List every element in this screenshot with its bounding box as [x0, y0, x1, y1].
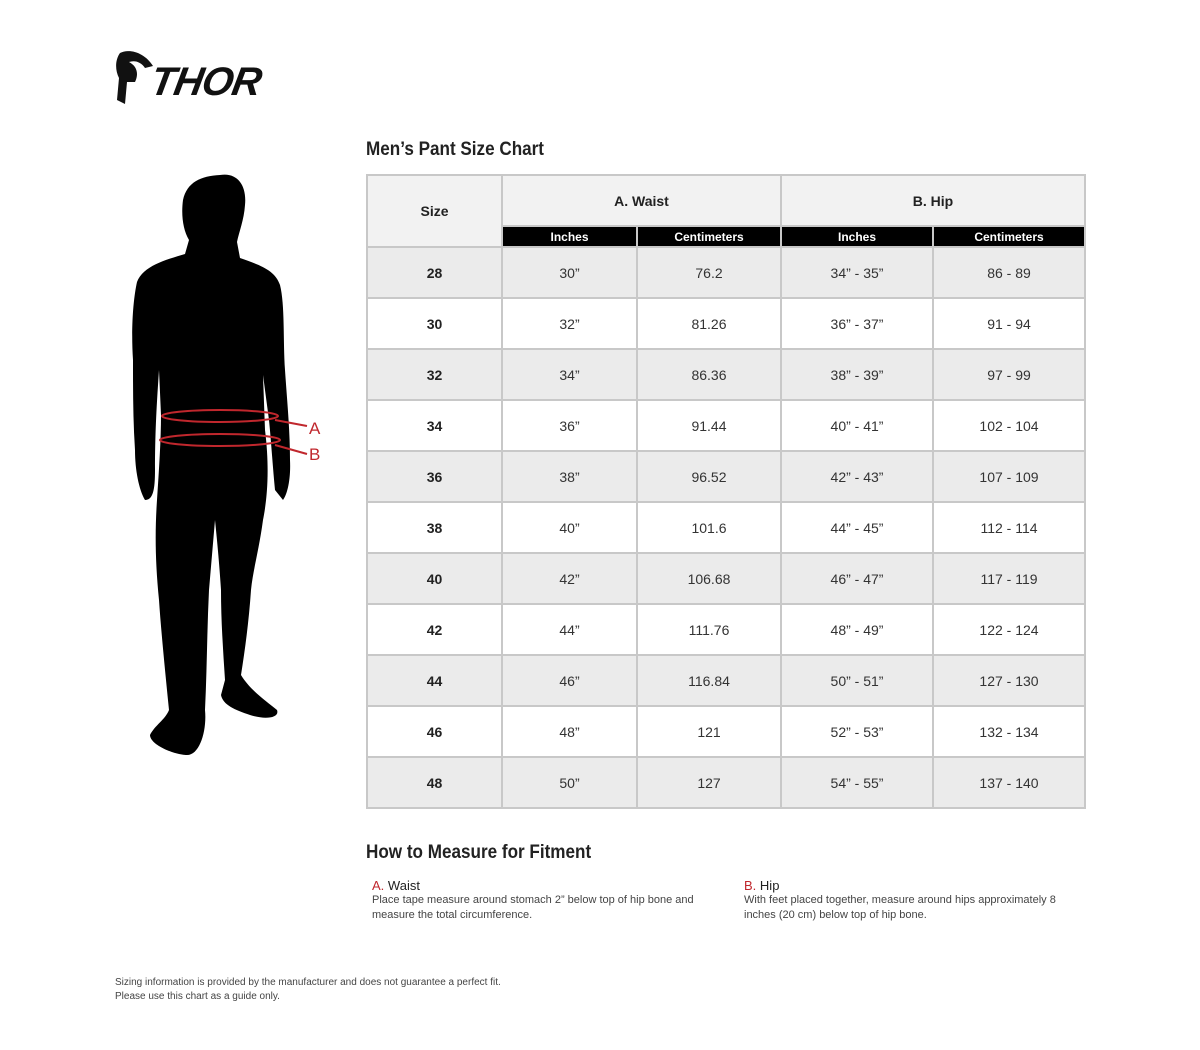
- table-row: 36 38” 96.52 42” - 43” 107 - 109: [366, 450, 1086, 503]
- cell-waist-cm: 76.2: [636, 246, 782, 299]
- cell-hip-cm: 91 - 94: [932, 297, 1086, 350]
- hip-label: Hip: [759, 878, 780, 893]
- header-waist: A. Waist: [501, 174, 782, 227]
- table-row: 38 40” 101.6 44” - 45” 112 - 114: [366, 501, 1086, 554]
- chart-title: Men’s Pant Size Chart: [366, 139, 545, 160]
- cell-size: 28: [366, 246, 503, 299]
- cell-size: 48: [366, 756, 503, 809]
- cell-waist-inches: 46”: [501, 654, 638, 707]
- table-row: 34 36” 91.44 40” - 41” 102 - 104: [366, 399, 1086, 452]
- cell-hip-cm: 107 - 109: [932, 450, 1086, 503]
- table-row: 46 48” 121 52” - 53” 132 - 134: [366, 705, 1086, 758]
- cell-hip-cm: 127 - 130: [932, 654, 1086, 707]
- cell-size: 34: [366, 399, 503, 452]
- cell-hip-inches: 40” - 41”: [780, 399, 934, 452]
- cell-size: 40: [366, 552, 503, 605]
- cell-hip-inches: 50” - 51”: [780, 654, 934, 707]
- cell-size: 44: [366, 654, 503, 707]
- cell-waist-cm: 106.68: [636, 552, 782, 605]
- table-row: 28 30” 76.2 34” - 35” 86 - 89: [366, 246, 1086, 299]
- disclaimer-line-2: Please use this chart as a guide only.: [115, 991, 280, 1002]
- cell-hip-cm: 137 - 140: [932, 756, 1086, 809]
- cell-hip-inches: 44” - 45”: [780, 501, 934, 554]
- cell-waist-inches: 32”: [501, 297, 638, 350]
- cell-waist-cm: 86.36: [636, 348, 782, 401]
- cell-waist-cm: 121: [636, 705, 782, 758]
- table-row: 48 50” 127 54” - 55” 137 - 140: [366, 756, 1086, 809]
- cell-hip-inches: 42” - 43”: [780, 450, 934, 503]
- subheader-hip-inches: Inches: [780, 225, 934, 248]
- table-row: 30 32” 81.26 36” - 37” 91 - 94: [366, 297, 1086, 350]
- thor-logo: THOR: [115, 48, 290, 108]
- body-silhouette: A B: [132, 174, 321, 755]
- disclaimer: Sizing information is provided by the ma…: [115, 976, 501, 1004]
- waist-letter: A.: [372, 878, 385, 893]
- cell-waist-cm: 101.6: [636, 501, 782, 554]
- cell-hip-inches: 34” - 35”: [780, 246, 934, 299]
- cell-waist-cm: 81.26: [636, 297, 782, 350]
- cell-waist-inches: 50”: [501, 756, 638, 809]
- cell-waist-inches: 38”: [501, 450, 638, 503]
- table-row: 42 44” 111.76 48” - 49” 122 - 124: [366, 603, 1086, 656]
- table-row: 44 46” 116.84 50” - 51” 127 - 130: [366, 654, 1086, 707]
- cell-waist-cm: 111.76: [636, 603, 782, 656]
- cell-hip-cm: 102 - 104: [932, 399, 1086, 452]
- cell-size: 30: [366, 297, 503, 350]
- cell-waist-inches: 34”: [501, 348, 638, 401]
- logo-text: THOR: [147, 60, 265, 104]
- cell-hip-cm: 122 - 124: [932, 603, 1086, 656]
- cell-waist-cm: 96.52: [636, 450, 782, 503]
- cell-hip-cm: 112 - 114: [932, 501, 1086, 554]
- cell-waist-cm: 116.84: [636, 654, 782, 707]
- cell-hip-inches: 38” - 39”: [780, 348, 934, 401]
- disclaimer-line-1: Sizing information is provided by the ma…: [115, 977, 501, 988]
- subheader-hip-cm: Centimeters: [932, 225, 1086, 248]
- header-size: Size: [366, 174, 503, 248]
- cell-size: 42: [366, 603, 503, 656]
- measure-hip: B. Hip With feet placed together, measur…: [744, 878, 1064, 923]
- waist-text: Place tape measure around stomach 2” bel…: [372, 894, 694, 921]
- header-hip: B. Hip: [780, 174, 1086, 227]
- table-row: 40 42” 106.68 46” - 47” 117 - 119: [366, 552, 1086, 605]
- cell-waist-inches: 36”: [501, 399, 638, 452]
- cell-hip-inches: 36” - 37”: [780, 297, 934, 350]
- cell-hip-inches: 54” - 55”: [780, 756, 934, 809]
- cell-size: 38: [366, 501, 503, 554]
- cell-waist-cm: 127: [636, 756, 782, 809]
- measure-title: How to Measure for Fitment: [366, 842, 592, 863]
- cell-waist-inches: 48”: [501, 705, 638, 758]
- label-a: A: [309, 419, 321, 438]
- cell-hip-inches: 52” - 53”: [780, 705, 934, 758]
- cell-hip-inches: 46” - 47”: [780, 552, 934, 605]
- cell-waist-cm: 91.44: [636, 399, 782, 452]
- cell-waist-inches: 44”: [501, 603, 638, 656]
- hip-letter: B.: [744, 878, 757, 893]
- subheader-waist-cm: Centimeters: [636, 225, 782, 248]
- label-b: B: [309, 445, 320, 464]
- cell-size: 46: [366, 705, 503, 758]
- hip-text: With feet placed together, measure aroun…: [744, 894, 1056, 921]
- cell-hip-cm: 132 - 134: [932, 705, 1086, 758]
- cell-waist-inches: 42”: [501, 552, 638, 605]
- measure-waist: A. Waist Place tape measure around stoma…: [372, 878, 712, 923]
- cell-hip-inches: 48” - 49”: [780, 603, 934, 656]
- helmet-horn-icon: [116, 51, 153, 104]
- cell-size: 36: [366, 450, 503, 503]
- waist-label: Waist: [387, 878, 420, 893]
- subheader-waist-inches: Inches: [501, 225, 638, 248]
- cell-waist-inches: 40”: [501, 501, 638, 554]
- size-table: Size A. Waist B. Hip Inches Centimeters …: [366, 174, 1086, 809]
- cell-waist-inches: 30”: [501, 246, 638, 299]
- table-row: 32 34” 86.36 38” - 39” 97 - 99: [366, 348, 1086, 401]
- cell-hip-cm: 97 - 99: [932, 348, 1086, 401]
- cell-size: 32: [366, 348, 503, 401]
- cell-hip-cm: 86 - 89: [932, 246, 1086, 299]
- cell-hip-cm: 117 - 119: [932, 552, 1086, 605]
